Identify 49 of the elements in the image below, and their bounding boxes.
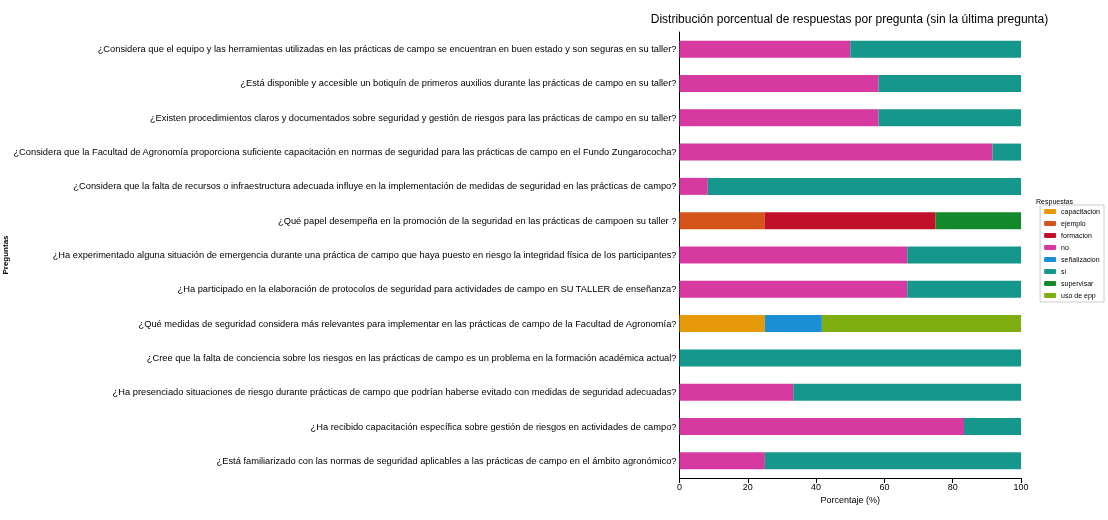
- x-tick-label: 80: [947, 481, 958, 492]
- x-tick-label: 20: [742, 481, 753, 492]
- bar: [679, 383, 794, 401]
- y-tick-label: ¿Existen procedimientos claros y documentados sobre seguridad y gestión de riesgos para las prácticas de campo en su taller?: [149, 112, 677, 123]
- x-axis-title: Porcentaje (%): [820, 495, 880, 506]
- y-tick-label: ¿Cree que la falta de conciencia sobre los riesgos en las prácticas de campo es un problema en la formación académica actual?: [146, 352, 677, 363]
- y-tick-label: ¿Está disponible y accesible un botiquín de primeros auxilios durante las prácticas de campo en su taller?: [240, 78, 677, 89]
- y-axis-title: Preguntas: [0, 234, 10, 275]
- bar: [679, 418, 964, 436]
- y-tick-label: ¿Ha recibido capacitación específica sobre gestión de riesgos en actividades de campo?: [310, 421, 677, 432]
- bar: [793, 383, 1021, 401]
- bar: [679, 74, 879, 92]
- bar: [679, 109, 879, 127]
- bar: [850, 40, 1021, 58]
- bar: [963, 418, 1021, 436]
- bar: [679, 177, 708, 195]
- y-tick-label: ¿Ha participado en la elaboración de protocolos de seguridad para actividades de campo en SU TALLER de enseñanza?: [177, 284, 677, 295]
- y-tick-label: ¿Ha experimentado alguna situación de emergencia durante una práctica de campo que haya puesto en riesgo la integridad física de los participantes?: [52, 250, 677, 260]
- y-tick-label: ¿Considera que la Facultad de Agronomía proporciona suficiente capacitación en normas de seguridad para las prácticas de campo en el Fundo Zungarococha?: [13, 147, 677, 158]
- bar: [764, 315, 822, 333]
- bar: [821, 315, 1021, 333]
- bar: [679, 212, 765, 230]
- bar: [935, 212, 1021, 230]
- x-tick-label: 40: [811, 481, 822, 492]
- y-tick-label: ¿Considera que el equipo y las herramientas utilizadas en las prácticas de campo se encuentran en buen estado y son seguras en su taller?: [97, 44, 677, 55]
- y-tick-label: ¿Ha presenciado situaciones de riesgo durante prácticas de campo que podrían haberse evitado con medidas de seguridad adecuadas?: [112, 387, 677, 398]
- bar: [679, 40, 851, 58]
- bar: [764, 212, 936, 230]
- bar: [992, 143, 1021, 161]
- bar: [707, 177, 1021, 195]
- chart-title: Distribución porcentual de respuestas por pregunta (sin la última pregunta): [650, 12, 1049, 26]
- bar: [679, 349, 1021, 367]
- bar: [764, 452, 1021, 470]
- x-tick-label: 0: [676, 481, 682, 492]
- bar: [878, 74, 1021, 92]
- bar: [907, 246, 1021, 264]
- x-tick-label: 60: [879, 481, 890, 492]
- bar: [679, 246, 908, 264]
- y-tick-label: ¿Considera que la falta de recursos o infraestructura adecuada influye en la implementación de medidas de seguridad en las prácticas de campo?: [73, 181, 677, 192]
- y-tick-label: ¿Qué papel desempeña en la promoción de la seguridad en las prácticas de campoen su taller ?: [278, 215, 677, 226]
- y-tick-label: ¿Qué medidas de seguridad considera más relevantes para implementar en las prácticas de campo de la Facultad de Agronomía?: [138, 318, 677, 329]
- bar: [907, 280, 1021, 298]
- bar: [679, 280, 908, 298]
- bar: [878, 109, 1021, 127]
- bar: [679, 143, 993, 161]
- bar: [679, 315, 765, 333]
- bar: [679, 452, 765, 470]
- x-tick-label: 100: [1013, 481, 1029, 492]
- y-tick-label: ¿Está familiarizado con las normas de seguridad aplicables a las prácticas de campo en el ámbito agronómico?: [216, 455, 677, 466]
